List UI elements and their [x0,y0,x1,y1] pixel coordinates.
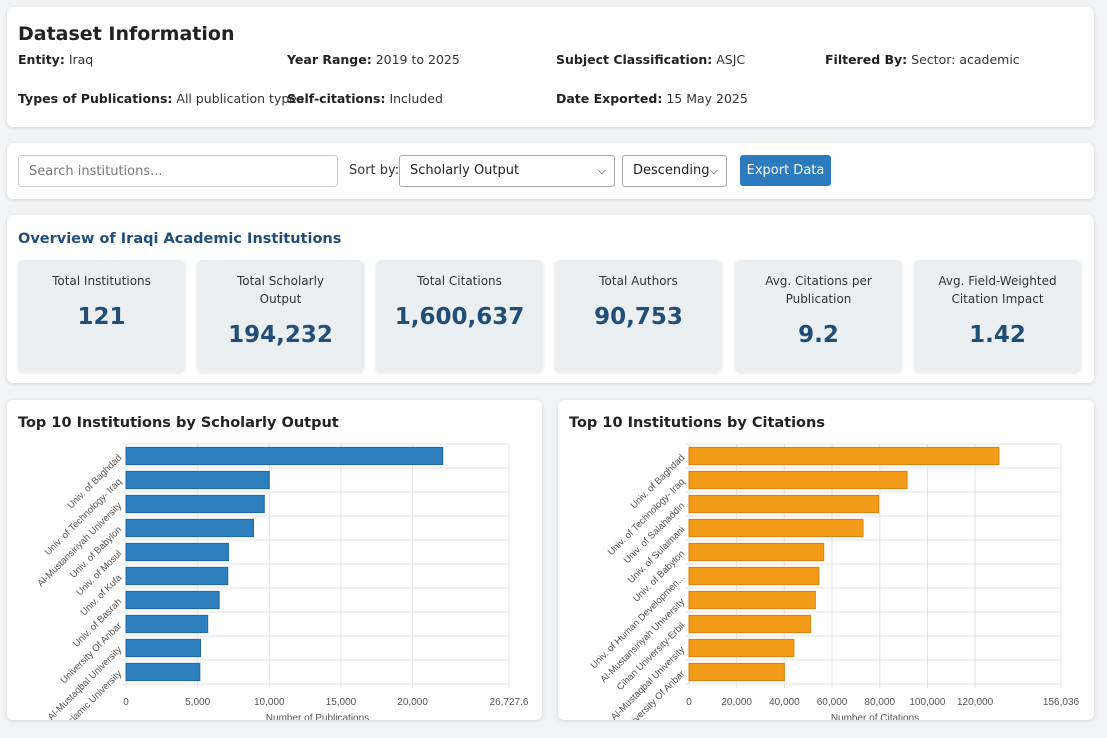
export-data-button[interactable]: Export Data [740,155,831,186]
bar[interactable] [125,662,201,682]
stat-value: 1,600,637 [394,304,525,330]
bar[interactable] [125,542,229,562]
stat-card: Total Institutions 121 [18,260,185,372]
stat-value: 1.42 [969,322,1026,348]
info-pub-types: Types of Publications: All publication t… [18,91,304,106]
info-filtered: Filtered By: Sector: academic [825,52,1020,67]
stat-card: Avg. Citations per Publication 9.2 [735,260,902,372]
bar[interactable] [688,470,908,490]
stat-label: Total Authors [599,274,678,288]
stat-card: Total Citations 1,600,637 [376,260,543,372]
info-self-citations: Self-citations: Included [287,91,443,106]
chevron-down-icon: ⌵ [709,164,718,177]
citations-bar-chart: 0 20,000 40,000 60,000 80,000 100,000 120,000 1… [588,443,1080,720]
bar[interactable] [125,494,265,514]
overview-title: Overview of Iraqi Academic Institutions [18,231,342,247]
output-chart-card: Top 10 Institutions by Scholarly Output … [7,400,542,720]
bar[interactable] [125,518,255,538]
x-tick-label: 26,727.6 [490,697,529,708]
info-date-exported: Date Exported: 15 May 2025 [556,91,748,106]
x-tick-label: 15,000 [326,697,357,708]
stat-value: 194,232 [228,322,333,348]
bar[interactable] [688,494,880,514]
info-year-range: Year Range: 2019 to 2025 [287,52,460,67]
bar[interactable] [125,638,202,658]
bar[interactable] [688,590,816,610]
stat-label: Avg. Citations per Publication [765,274,872,306]
chevron-down-icon: ⌵ [597,164,606,177]
sort-field-select[interactable]: Scholarly Output ⌵ [399,155,615,187]
sort-order-value: Descending [633,163,710,178]
x-axis-title: Number of Citations [831,713,919,720]
info-entity: Entity: Iraq [18,52,94,67]
citations-chart-card: Top 10 Institutions by Citations 0 20,000… [558,400,1094,720]
x-tick-label: 20,000 [397,697,428,708]
bar[interactable] [125,470,270,490]
x-tick-label: 0 [686,697,692,708]
bar[interactable] [125,590,220,610]
stat-card: Total Scholarly Output 194,232 [197,260,364,372]
stat-value: 9.2 [798,322,839,348]
bar[interactable] [688,566,820,586]
info-subject: Subject Classification: ASJC [556,52,746,67]
output-chart-title: Top 10 Institutions by Scholarly Output [18,415,339,431]
x-axis-title: Number of Publications [266,713,369,720]
bar[interactable] [125,566,229,586]
x-tick-label: 10,000 [254,697,285,708]
stat-label: Avg. Field-Weighted Citation Impact [938,274,1057,306]
stat-label: Total Citations [417,274,502,288]
bar[interactable] [125,614,209,634]
bar[interactable] [688,614,812,634]
stat-card: Total Authors 90,753 [555,260,722,372]
controls-card: Sort by: Scholarly Output ⌵ Descending ⌵… [7,143,1094,199]
bar[interactable] [125,446,444,466]
stat-value: 121 [77,304,126,330]
x-tick-label: 120,000 [957,697,994,708]
dataset-info-card: Dataset Information Entity: Iraq Year Ra… [7,7,1094,127]
x-tick-label: 5,000 [185,697,210,708]
citations-chart-title: Top 10 Institutions by Citations [569,415,825,431]
x-tick-label: 20,000 [721,697,752,708]
x-tick-label: 80,000 [864,697,895,708]
x-tick-label: 0 [123,697,129,708]
overview-card: Overview of Iraqi Academic Institutions … [7,215,1094,383]
stat-value: 90,753 [594,304,683,330]
bar[interactable] [688,518,864,538]
sort-label: Sort by: [349,163,400,178]
search-input[interactable] [18,155,338,187]
dataset-info-title: Dataset Information [18,23,235,45]
stat-card: Avg. Field-Weighted Citation Impact 1.42 [914,260,1081,372]
x-tick-label: 156,036 [1043,697,1080,708]
stat-label: Total Institutions [52,274,151,288]
x-tick-label: 40,000 [769,697,800,708]
sort-order-select[interactable]: Descending ⌵ [622,155,727,187]
x-tick-label: 60,000 [817,697,848,708]
bar[interactable] [688,662,785,682]
sort-field-value: Scholarly Output [410,163,520,178]
bar[interactable] [688,638,795,658]
bar[interactable] [688,446,1000,466]
x-tick-label: 100,000 [909,697,946,708]
stat-label: Total Scholarly Output [236,274,325,306]
bar[interactable] [688,542,825,562]
